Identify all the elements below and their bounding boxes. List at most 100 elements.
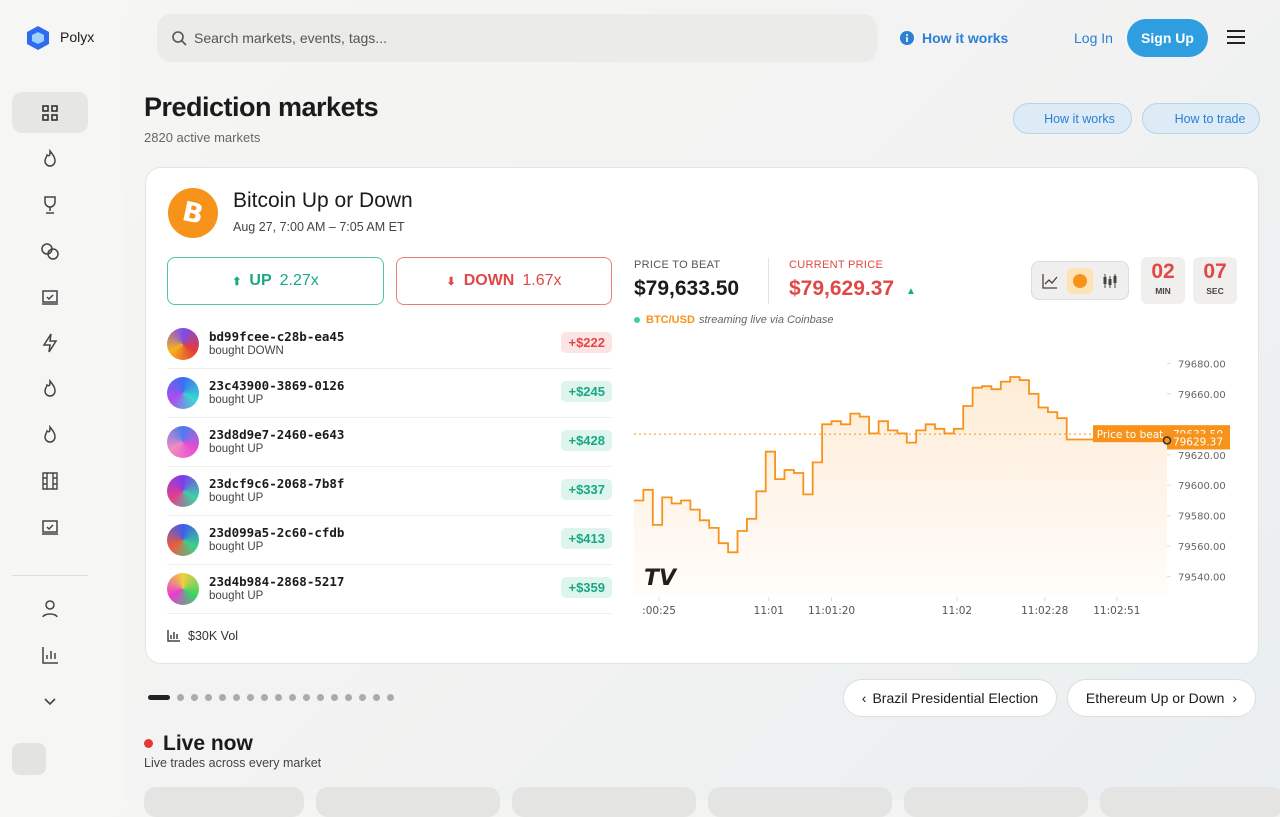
sidebar: Polyx	[0, 0, 124, 800]
down-odds: 1.67x	[522, 272, 562, 289]
nav-bolt[interactable]	[38, 331, 62, 355]
stream-note: streaming live via Coinbase	[699, 314, 834, 326]
trade-action: bought UP	[209, 443, 264, 455]
page-subtitle: 2820 active markets	[144, 130, 261, 145]
nav-hot[interactable]	[38, 147, 62, 171]
logo	[27, 26, 49, 50]
trade-amount: +$245	[561, 381, 612, 402]
nav-hot2[interactable]	[38, 377, 62, 401]
live-card[interactable]	[1100, 787, 1280, 817]
page-dot[interactable]	[345, 694, 352, 701]
nav-grid[interactable]	[38, 101, 62, 125]
page-dot[interactable]	[317, 694, 324, 701]
live-card[interactable]	[904, 787, 1088, 817]
how-it-works-button[interactable]: How it works	[1013, 103, 1132, 134]
nav-film[interactable]	[38, 469, 62, 493]
how-to-trade-button[interactable]: How to trade	[1142, 103, 1260, 134]
y-tick-label: 79560.00	[1178, 542, 1226, 553]
nav-coins[interactable]	[38, 239, 62, 263]
page-dot[interactable]	[177, 694, 184, 701]
y-tick-label: 79600.00	[1178, 481, 1226, 492]
trade-amount: +$359	[561, 577, 612, 598]
reference-name: Price to beat	[1097, 429, 1164, 441]
timer-min: 02 MIN	[1141, 257, 1185, 304]
timer-min-label: MIN	[1155, 286, 1171, 296]
brand[interactable]: Polyx	[60, 29, 95, 45]
nav-check[interactable]	[38, 285, 62, 309]
down-button[interactable]: ⬇ DOWN 1.67x	[396, 257, 612, 305]
volume-icon	[167, 630, 180, 642]
trade-amount: +$428	[561, 430, 612, 451]
login-link[interactable]: Log In	[1074, 30, 1113, 46]
page-dot[interactable]	[373, 694, 380, 701]
timer-sec-label: SEC	[1206, 286, 1224, 296]
trade-id: 23d8d9e7-2460-e643	[209, 427, 345, 442]
page-dot[interactable]	[233, 694, 240, 701]
live-card[interactable]	[316, 787, 500, 817]
live-card[interactable]	[512, 787, 696, 817]
page-dot[interactable]	[303, 694, 310, 701]
nav-user[interactable]	[38, 597, 62, 621]
page-dot[interactable]	[359, 694, 366, 701]
trade-row[interactable]: 23d8d9e7-2460-e643 bought UP +$428	[167, 418, 612, 467]
nav-check2[interactable]	[38, 515, 62, 539]
trade-row[interactable]: 23c43900-3869-0126 bought UP +$245	[167, 369, 612, 418]
live-card[interactable]	[144, 787, 304, 817]
live-dot	[634, 317, 640, 323]
y-tick-label: 79580.00	[1178, 512, 1226, 523]
down-label: DOWN	[463, 272, 515, 289]
page-dot[interactable]	[219, 694, 226, 701]
line-mode[interactable]	[1042, 273, 1058, 289]
last-value-box	[1167, 433, 1230, 450]
x-tick-label: 11:02:51	[1093, 605, 1140, 617]
current-price-label: CURRENT PRICE	[789, 259, 884, 271]
trade-action: bought UP	[209, 590, 264, 602]
trade-row[interactable]: 23d4b984-2868-5217 bought UP +$359	[167, 565, 612, 614]
trade-avatar	[167, 328, 199, 360]
signup-button[interactable]: Sign Up	[1127, 19, 1208, 57]
trade-id: 23c43900-3869-0126	[209, 378, 345, 393]
page-title: Prediction markets	[144, 92, 379, 122]
page-dot[interactable]	[191, 694, 198, 701]
prev-market-button[interactable]: ‹ Brazil Presidential Election	[843, 679, 1057, 717]
page-dot[interactable]	[205, 694, 212, 701]
nav-hot3[interactable]	[38, 423, 62, 447]
page-dot[interactable]	[331, 694, 338, 701]
price-chart: TV 79540.0079560.0079580.0079600.0079620…	[634, 359, 1230, 617]
page-dot[interactable]	[247, 694, 254, 701]
page-dot-active[interactable]	[148, 695, 170, 700]
candle-mode[interactable]	[1102, 273, 1118, 289]
collapse-button[interactable]	[12, 743, 46, 775]
y-tick-label: 79660.00	[1178, 390, 1226, 401]
trade-row[interactable]: 23dcf9c6-2068-7b8f bought UP +$337	[167, 467, 612, 516]
search-box[interactable]: Search markets, events, tags...	[157, 14, 877, 62]
how-it-works-link[interactable]: How it works	[922, 30, 1009, 46]
y-tick-label: 79680.00	[1178, 359, 1226, 370]
up-button[interactable]: ⬆ UP 2.27x	[167, 257, 384, 305]
page-dot[interactable]	[275, 694, 282, 701]
trade-row[interactable]: 23d099a5-2c60-cfdb bought UP +$413	[167, 516, 612, 565]
trade-id: 23d099a5-2c60-cfdb	[209, 525, 345, 540]
trade-action: bought UP	[209, 492, 264, 504]
next-market-button[interactable]: Ethereum Up or Down ›	[1067, 679, 1256, 717]
y-tick-label: 79620.00	[1178, 451, 1226, 462]
page-dot[interactable]	[289, 694, 296, 701]
trade-id: 23dcf9c6-2068-7b8f	[209, 476, 345, 491]
page-dot[interactable]	[387, 694, 394, 701]
nav-stats[interactable]	[38, 643, 62, 667]
nav-trophy[interactable]	[38, 193, 62, 217]
trade-amount: +$222	[561, 332, 612, 353]
nav-active[interactable]	[12, 92, 88, 133]
price-up-indicator: ▲	[906, 286, 916, 297]
trade-amount: +$413	[561, 528, 612, 549]
trade-row[interactable]: bd99fcee-c28b-ea45 bought DOWN +$222	[167, 320, 612, 369]
page-dot[interactable]	[261, 694, 268, 701]
trade-avatar	[167, 573, 199, 605]
menu-button[interactable]	[1226, 28, 1246, 46]
btc-mode[interactable]	[1067, 268, 1093, 294]
nav-more[interactable]	[38, 689, 62, 713]
timer-sec-value: 07	[1203, 260, 1227, 283]
live-card[interactable]	[708, 787, 892, 817]
market-time: Aug 27, 7:00 AM – 7:05 AM ET	[233, 220, 405, 234]
